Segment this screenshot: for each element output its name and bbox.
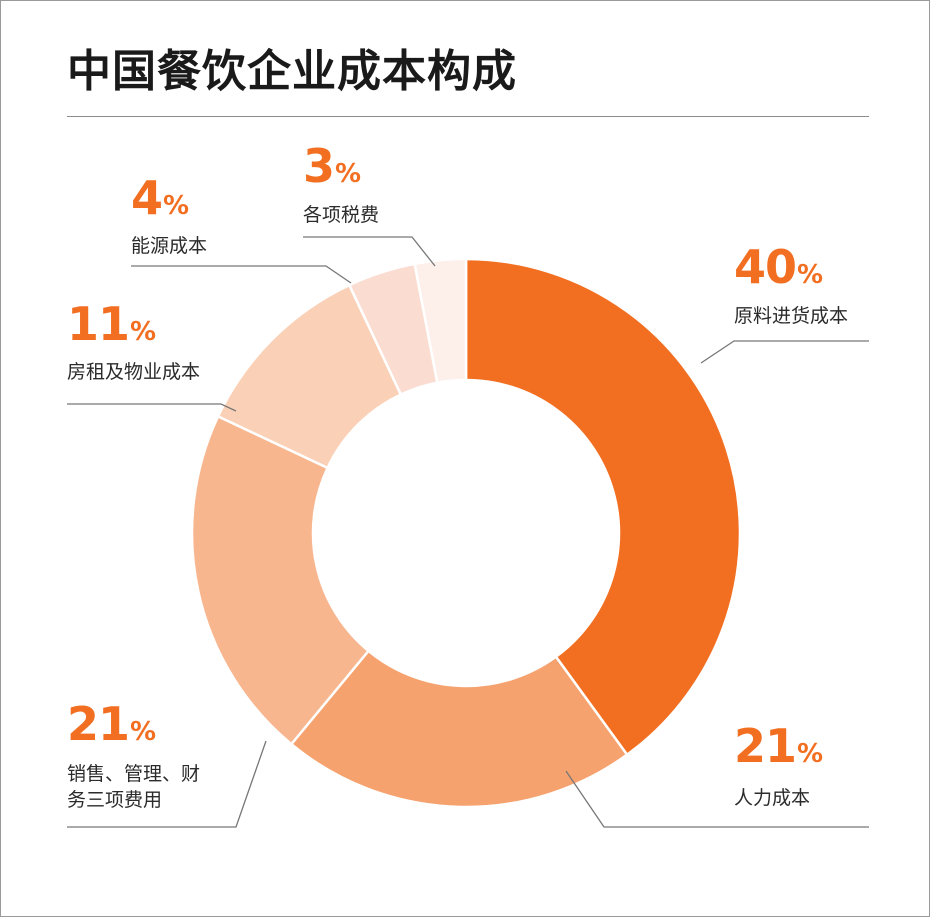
pct-value: 11 <box>67 297 130 351</box>
slice-sga <box>190 414 371 746</box>
category-label-taxes: 各项税费 <box>303 204 380 226</box>
pct-label-sga: 21% <box>67 701 156 747</box>
pct-label-energy: 4% <box>131 175 189 221</box>
category-label-labor: 人力成本 <box>734 787 811 809</box>
pct-unit: % <box>130 717 156 747</box>
category-label-sga: 销售、管理、财务三项费用 <box>67 763 201 811</box>
title-divider <box>67 116 869 117</box>
pct-value: 21 <box>67 697 130 751</box>
pct-unit: % <box>335 159 361 189</box>
pct-unit: % <box>163 191 189 221</box>
pct-label-labor: 21% <box>734 723 823 769</box>
pct-unit: % <box>130 317 156 347</box>
leader-line-labor <box>565 770 869 828</box>
donut-slices <box>190 257 742 809</box>
pct-unit: % <box>797 739 823 769</box>
category-label-energy: 能源成本 <box>131 235 208 257</box>
pct-label-raw-materials: 40% <box>734 244 823 290</box>
category-label-raw-materials: 原料进货成本 <box>734 305 849 327</box>
leader-line-raw-materials <box>700 340 869 364</box>
leader-line-rent <box>67 403 237 412</box>
slice-labor <box>289 649 629 809</box>
pct-value: 40 <box>734 240 797 294</box>
chart-title: 中国餐饮企业成本构成 <box>67 46 517 97</box>
leader-line-energy <box>131 265 352 284</box>
pct-value: 4 <box>131 171 163 225</box>
pct-unit: % <box>797 260 823 290</box>
category-label-rent: 房租及物业成本 <box>67 361 201 383</box>
pct-value: 21 <box>734 719 797 773</box>
pct-label-taxes: 3% <box>303 143 361 189</box>
pct-value: 3 <box>303 139 335 193</box>
leader-line-sga <box>67 740 267 828</box>
leader-lines <box>67 236 869 828</box>
slice-raw-materials <box>464 257 742 757</box>
leader-line-taxes <box>303 236 436 267</box>
pct-label-rent: 11% <box>67 301 156 347</box>
